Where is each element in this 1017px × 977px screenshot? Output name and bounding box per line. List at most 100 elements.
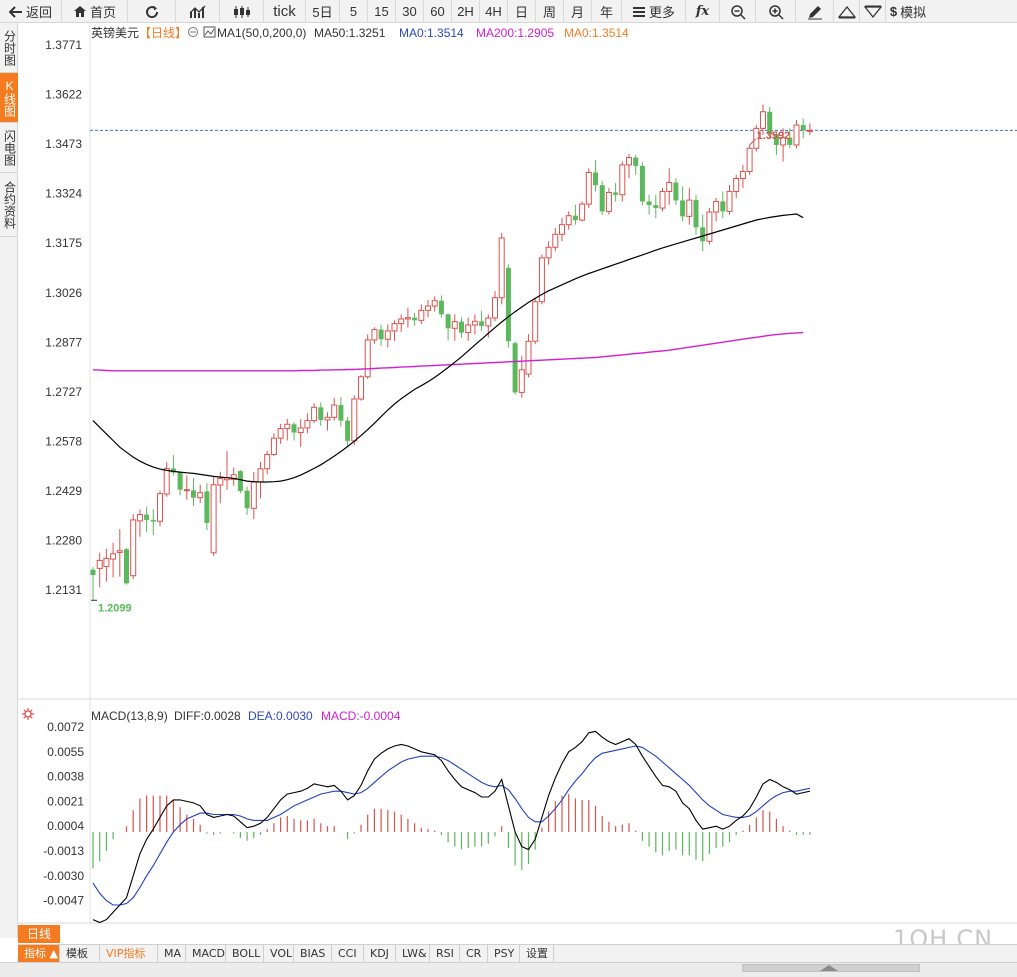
refresh-button[interactable] [128,0,176,23]
ma-settings-icon[interactable] [203,26,216,38]
tick-label: tick [273,3,296,20]
scroll-handle-icon[interactable] [820,965,838,971]
price-tick-label: 1.3026 [45,286,82,300]
tab-lw[interactable]: LW& [396,945,430,962]
candle-body-down [693,200,699,228]
kline-chart[interactable]: 英镑美元 【日线】 MA1(50,0,200,0) MA50:1.3251 MA… [18,23,1017,925]
home-label: 首页 [89,5,116,20]
macd-settings-icon[interactable] [22,708,34,720]
tab-rsi[interactable]: RSI [430,945,460,962]
draw-button[interactable] [796,0,834,23]
tab-timeshare[interactable]: 分时图 [0,23,18,73]
indicator-chart-button[interactable] [176,0,220,23]
back-button[interactable]: 返回 [0,0,62,23]
ma50-line [92,213,804,483]
tab-psy[interactable]: PSY [488,945,520,962]
candle-body-up [746,147,753,173]
zoom-out-button[interactable] [720,0,756,23]
price-tick-label: 1.2727 [45,385,82,399]
price-tick-label: 1.2429 [45,484,82,498]
candle-body-up [324,416,331,421]
dea-line [92,745,811,906]
home-button[interactable]: 首页 [62,0,128,23]
candle-body-up [451,321,458,329]
candle-body-up [532,301,539,342]
candle-body-up [806,129,813,132]
more-button[interactable]: 更多 [622,0,686,23]
candle-body-down [800,125,806,131]
bar-chart-icon [189,5,205,18]
candle-body-up [518,369,525,393]
candle-body-down [700,227,706,242]
candle-body-up [559,224,565,235]
top-toolbar: 返回 首页 tick 5日 5 15 30 60 2H 4H 日 周 月 年 更… [0,0,1017,23]
candle-body-up [492,297,498,319]
fall-triangle-button[interactable] [860,0,886,23]
price-tick-label: 1.3324 [45,187,82,201]
tab-vol[interactable]: VOL [264,945,294,962]
candle-body-up [418,309,425,321]
candle-body-down [787,137,793,145]
candle-body-down [459,321,464,333]
tab-kdj[interactable]: KDJ [364,945,396,962]
tab-boll[interactable]: BOLL [226,945,264,962]
period-label: 周 [542,5,556,20]
tab-contract-info[interactable]: 合约资料 [0,173,18,237]
period-2h[interactable]: 2H [452,0,480,23]
tick-button[interactable]: tick [264,0,306,23]
candle-body-up [351,398,358,442]
tab-cci[interactable]: CCI [332,945,364,962]
candle-body-down [673,182,679,201]
candle-body-down [613,192,619,195]
tab-bias[interactable]: BIAS [294,945,332,962]
low-price-label: 1.2099 [98,602,132,614]
tab-cr[interactable]: CR [460,945,488,962]
candle-body-up [264,453,271,470]
period-30min[interactable]: 30 [396,0,424,23]
candle-body-up [780,137,787,146]
period-label: 年 [599,5,613,20]
tab-ma[interactable]: MA [158,945,186,962]
candle-body-up [157,493,163,522]
tab-vip-indicator[interactable]: VIP指标 [100,945,158,962]
candle-body-down [633,157,639,166]
tab-settings[interactable]: 设置 [520,945,554,962]
candle-body-down [505,267,511,342]
period-week[interactable]: 周 [536,0,564,23]
menu-icon [632,6,645,17]
ma0-label-b: MA0:1.3514 [564,26,629,40]
tab-indicator[interactable]: 指标 ▲ [18,945,60,962]
candle-body-up [230,474,237,480]
period-60min[interactable]: 60 [424,0,452,23]
candle-body-up [579,203,586,221]
candle-body-down [144,514,150,520]
tab-kline[interactable]: K线图 [0,73,18,123]
macd-title: MACD(13,8,9) [91,709,168,723]
period-day[interactable]: 日 [508,0,536,23]
tab-macd[interactable]: MACD [186,945,226,962]
candle-body-down [773,134,779,145]
zoom-in-button[interactable] [756,0,796,23]
period-month[interactable]: 月 [564,0,592,23]
period-4h[interactable]: 4H [480,0,508,23]
candle-body-up [391,323,398,332]
period-year[interactable]: 年 [592,0,622,23]
triangle-up-icon [837,5,856,18]
tab-template[interactable]: 模板 [60,945,100,962]
formula-button[interactable]: fx [686,0,720,23]
candle-body-up [552,233,559,248]
ma-toggle-icon[interactable] [188,27,198,37]
candlestick-icon [233,5,250,18]
period-5min[interactable]: 5 [340,0,368,23]
kline-style-button[interactable] [220,0,264,23]
period-5day[interactable]: 5日 [306,0,340,23]
tab-flash[interactable]: 闪电图 [0,123,18,173]
candle-body-down [191,490,196,498]
candle-body-up [605,191,612,212]
period-15min[interactable]: 15 [368,0,396,23]
simulate-button[interactable]: $ 模拟 [886,0,930,23]
rise-triangle-button[interactable] [834,0,860,23]
period-label: 15 [374,4,389,19]
macd-tick-label: -0.0013 [43,844,84,858]
candle-body-down [318,407,324,420]
